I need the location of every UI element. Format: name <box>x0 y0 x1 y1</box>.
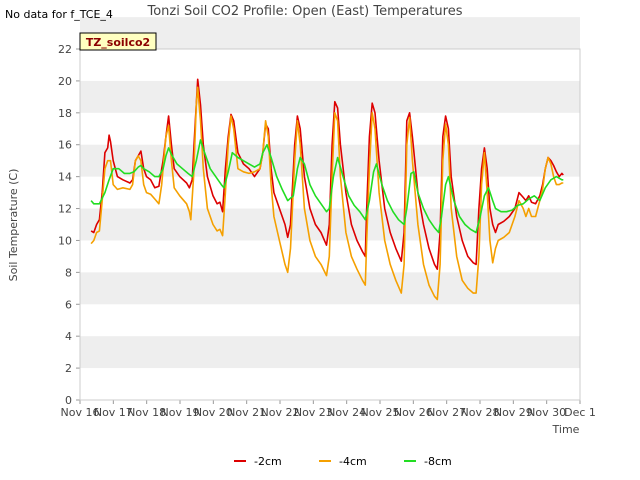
x-tick-label: Nov 23 <box>294 406 333 419</box>
grid-band <box>80 80 580 113</box>
x-tick-label: Nov 28 <box>461 406 500 419</box>
site-label-box: TZ_soilco2 <box>79 32 157 51</box>
x-axis-label: Time <box>552 423 580 436</box>
y-tick-label: 22 <box>58 43 72 56</box>
y-tick-label: 20 <box>58 75 72 88</box>
y-tick-label: 8 <box>65 266 72 279</box>
y-tick-label: 0 <box>65 394 72 407</box>
y-axis-label: Soil Temperature (C) <box>7 169 20 282</box>
x-tick-label: Nov 29 <box>494 406 533 419</box>
grid-band <box>80 17 580 49</box>
legend: -2cm -4cm -8cm <box>234 455 452 468</box>
x-tick-label: Nov 25 <box>361 406 400 419</box>
series-line-4cm <box>90 86 564 301</box>
x-tick-label: Nov 21 <box>227 406 266 419</box>
y-tick-label: 4 <box>65 330 72 343</box>
y-tick-label: 6 <box>65 298 72 311</box>
series-line-8cm <box>90 139 564 234</box>
y-tick-label: 18 <box>58 107 72 120</box>
y-tick-label: 10 <box>58 234 72 247</box>
x-tick-label: Nov 16 <box>61 406 100 419</box>
site-label: TZ_soilco2 <box>86 36 150 49</box>
legend-label: -4cm <box>339 455 367 468</box>
x-tick-label: Nov 30 <box>527 406 566 419</box>
grid-band <box>80 144 580 177</box>
x-tick-label: Nov 27 <box>427 406 466 419</box>
no-data-note: No data for f_TCE_4 <box>5 8 113 21</box>
series-lines <box>90 78 564 301</box>
y-tick-label: 12 <box>58 203 72 216</box>
y-tick-label: 2 <box>65 362 72 375</box>
grid-band <box>80 272 580 305</box>
legend-label: -8cm <box>424 455 452 468</box>
x-tick-label: Nov 19 <box>161 406 200 419</box>
y-axis: 0 2 4 6 8 10 12 14 16 18 20 22 <box>58 43 80 407</box>
x-tick-label: Nov 18 <box>127 406 166 419</box>
x-tick-label: Nov 17 <box>94 406 133 419</box>
chart-title: Tonzi Soil CO2 Profile: Open (East) Temp… <box>146 4 462 19</box>
x-tick-label: Nov 26 <box>394 406 433 419</box>
legend-label: -2cm <box>254 455 282 468</box>
grid-band <box>80 336 580 369</box>
x-tick-label: Nov 24 <box>327 406 366 419</box>
x-tick-label: Nov 22 <box>261 406 300 419</box>
y-tick-label: 14 <box>58 171 72 184</box>
plot-frame <box>79 48 581 401</box>
x-tick-label: Dec 1 <box>564 406 596 419</box>
x-tick-label: Nov 20 <box>194 406 233 419</box>
y-tick-label: 16 <box>58 139 72 152</box>
